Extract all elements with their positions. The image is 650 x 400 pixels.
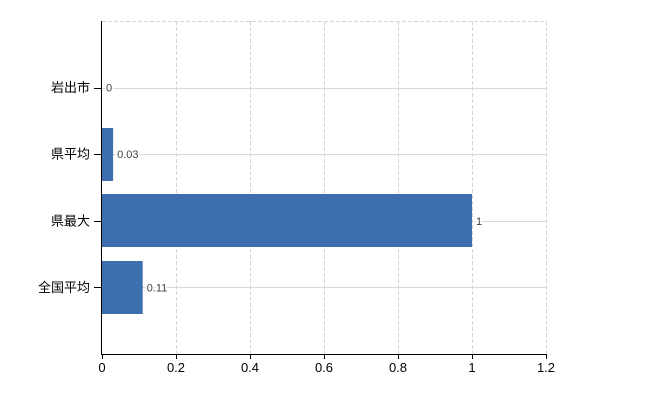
y-tick-label: 岩出市 [51, 80, 90, 95]
bar-value-label: 0.03 [117, 149, 138, 161]
bar [102, 261, 143, 314]
y-tick-label: 県最大 [51, 213, 90, 228]
x-tick-label: 1 [468, 360, 475, 375]
bar [102, 194, 472, 247]
x-tick-label: 0 [98, 360, 105, 375]
x-tick-label: 0.2 [167, 360, 185, 375]
bar-value-label: 0.11 [147, 282, 168, 294]
x-tick-label: 0.4 [241, 360, 259, 375]
x-tick-label: 1.2 [537, 360, 555, 375]
y-tick-label: 県平均 [51, 147, 90, 162]
x-tick-label: 0.8 [389, 360, 407, 375]
y-tick-label: 全国平均 [38, 280, 90, 295]
bar-value-label: 0 [106, 83, 112, 95]
bar [102, 128, 114, 181]
x-tick-label: 0.6 [315, 360, 333, 375]
bar-value-label: 1 [476, 216, 482, 228]
